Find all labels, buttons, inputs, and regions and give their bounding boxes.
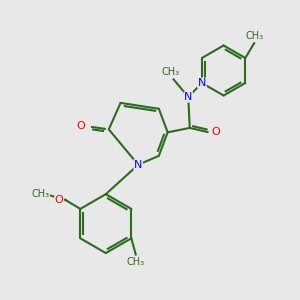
Text: O: O [211,127,220,137]
Text: CH₃: CH₃ [161,67,180,77]
Text: O: O [76,122,85,131]
Text: O: O [55,195,64,205]
Text: CH₃: CH₃ [245,31,263,41]
Text: CH₃: CH₃ [32,189,50,199]
Text: N: N [134,160,142,170]
Text: N: N [198,78,206,88]
Text: CH₃: CH₃ [127,257,145,268]
Text: N: N [184,92,193,102]
